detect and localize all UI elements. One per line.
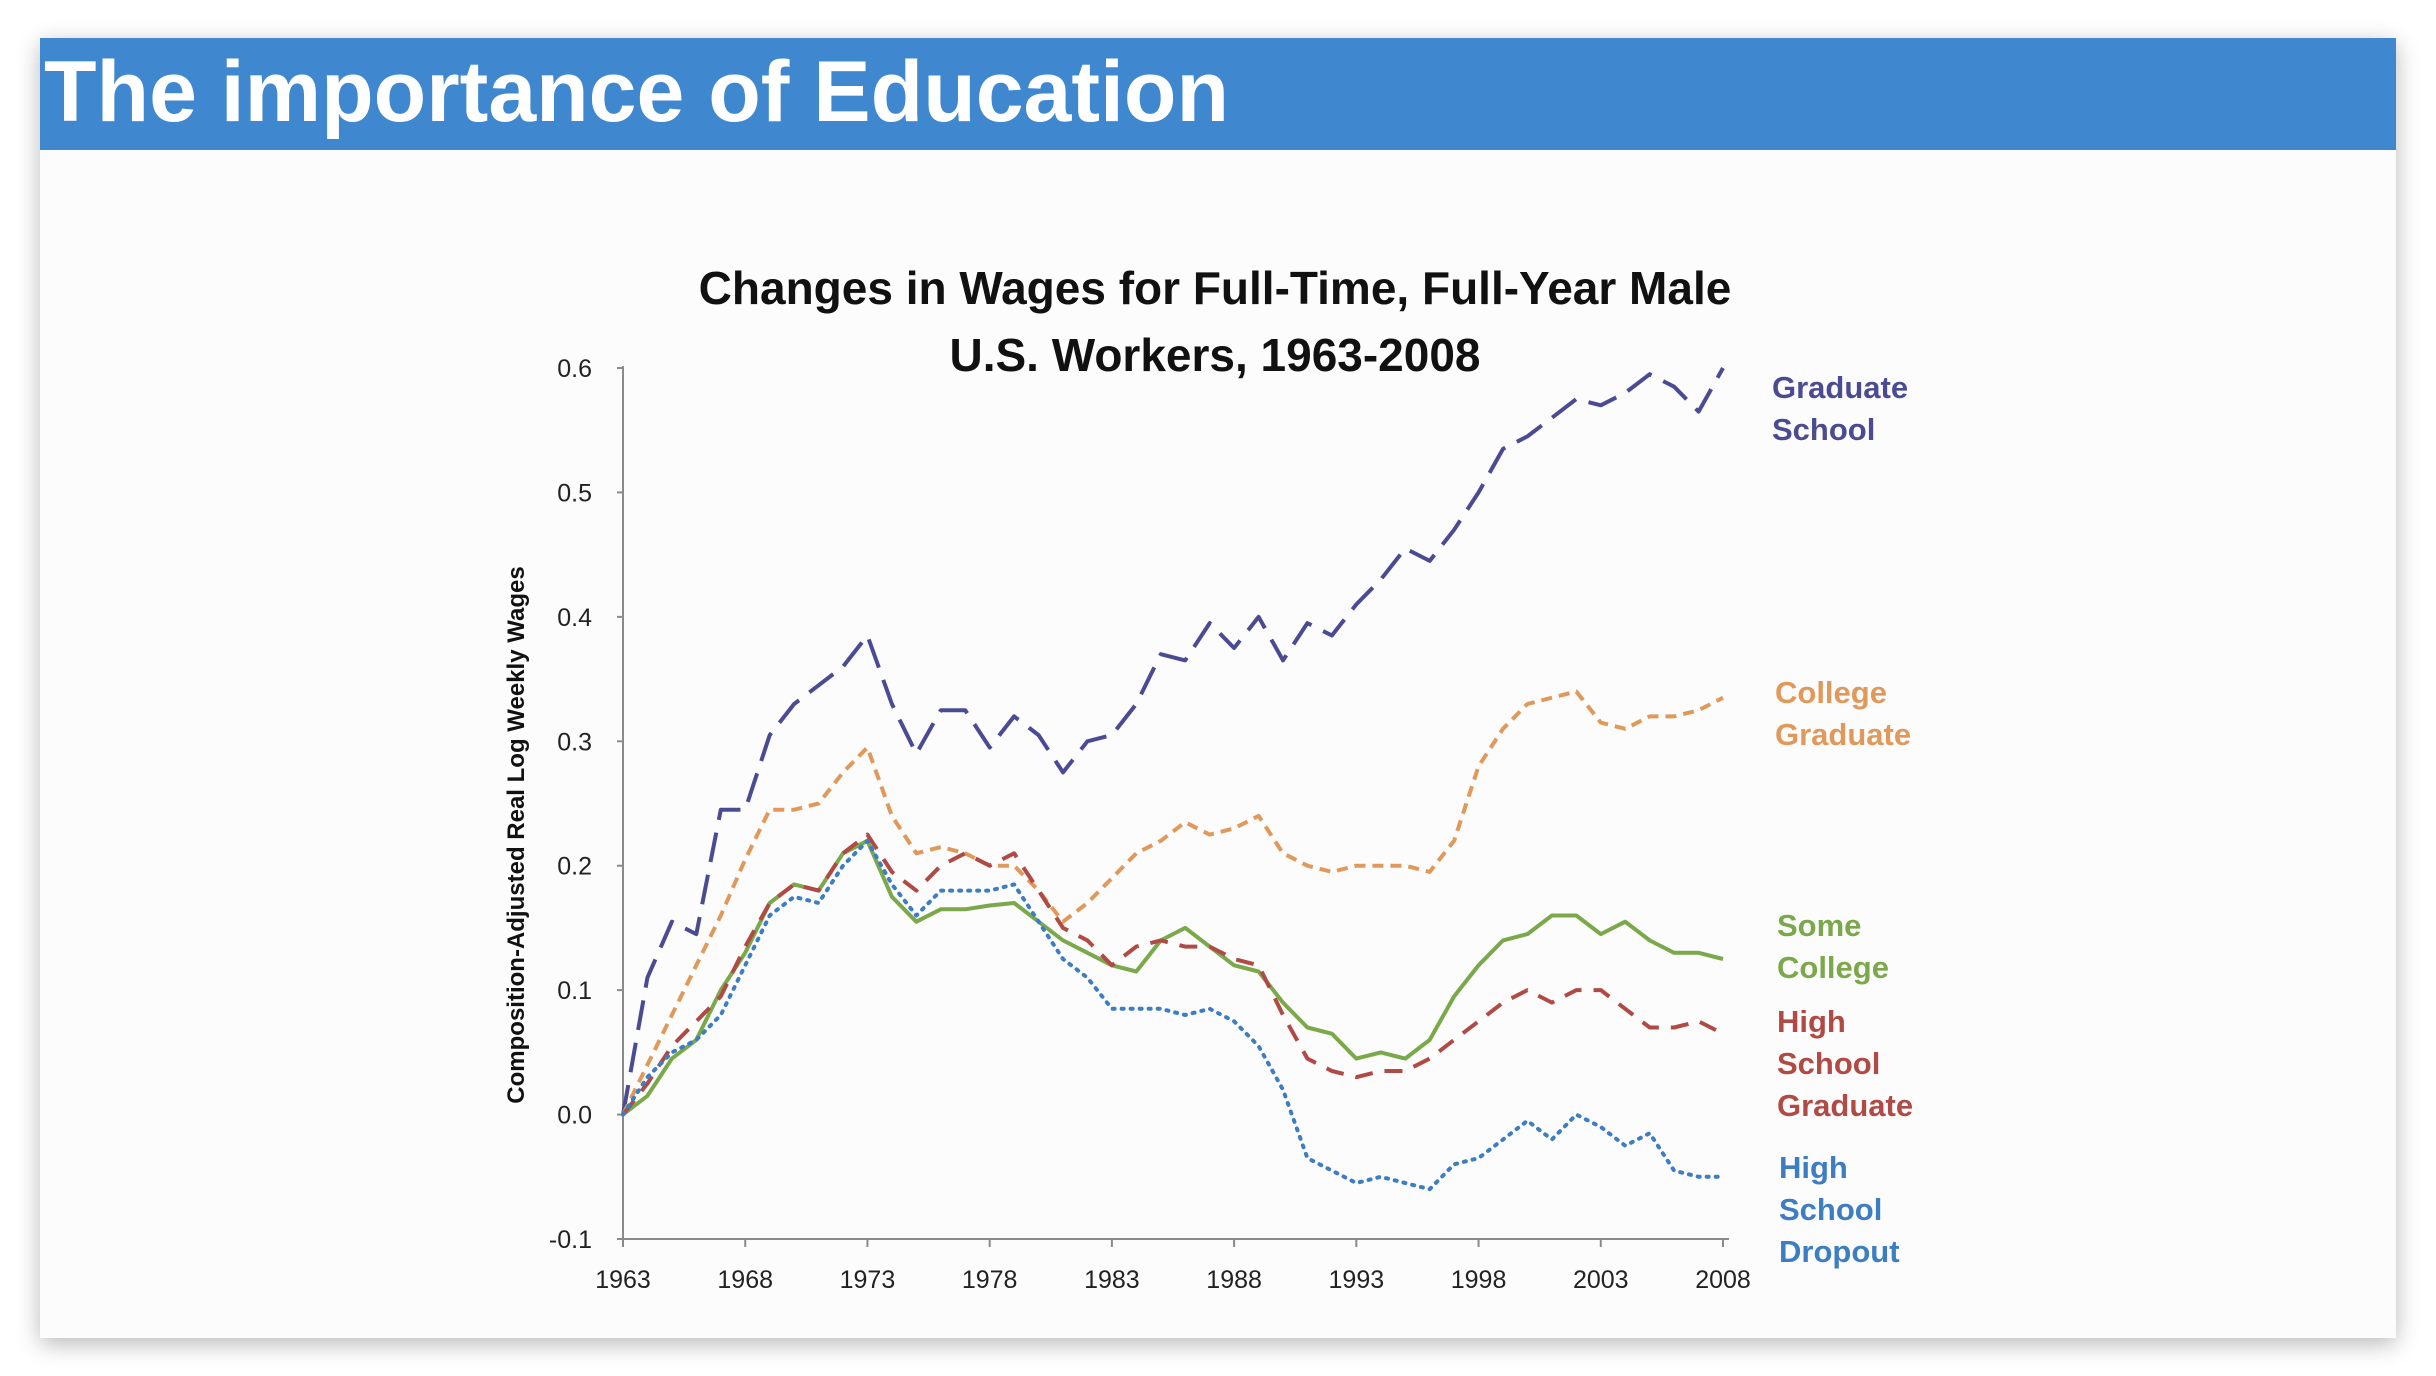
chart-title-line-1: Changes in Wages for Full-Time, Full-Yea… xyxy=(699,262,1732,314)
series-label-college-graduate: Graduate xyxy=(1775,717,1911,752)
series-label-graduate-school: Graduate xyxy=(1772,370,1908,405)
y-tick-label: 0.3 xyxy=(557,728,592,756)
series-line-some-college xyxy=(621,838,1724,1117)
x-tick-label: 1993 xyxy=(1329,1266,1385,1294)
series-line-high-school-graduate xyxy=(621,832,1724,1116)
wage-chart: Changes in Wages for Full-Time, Full-Yea… xyxy=(503,262,1913,1294)
y-tick-label: 0.6 xyxy=(557,355,592,383)
x-tick-label: 1983 xyxy=(1084,1266,1140,1294)
x-tick-label: 1973 xyxy=(840,1266,896,1294)
series-label-high-school-graduate: Graduate xyxy=(1777,1088,1913,1123)
axes: -0.1 0.0 0.1 0.2 0.3 0.4 0.5 0.6 1963 1968 1973 197… xyxy=(549,355,1751,1294)
y-tick-label: 0.2 xyxy=(557,853,592,881)
series-line-college-graduate xyxy=(621,689,1724,1116)
series-label-high-school-dropout: Dropout xyxy=(1779,1234,1900,1269)
series-line-graduate-school xyxy=(621,367,1725,1115)
y-tick-label: 0.1 xyxy=(557,977,592,1005)
y-tick-label: 0.4 xyxy=(557,604,592,632)
series-label-some-college: Some xyxy=(1777,908,1861,943)
x-tick-label: 1988 xyxy=(1206,1266,1262,1294)
x-tick-label: 1998 xyxy=(1451,1266,1507,1294)
series-labels: Graduate School College Graduate Some College… xyxy=(1772,370,1913,1269)
series-label-high-school-dropout: High xyxy=(1779,1150,1848,1185)
chart-title-line-2: U.S. Workers, 1963-2008 xyxy=(949,329,1480,381)
x-tick-label: 2003 xyxy=(1573,1266,1629,1294)
series-label-high-school-graduate: High xyxy=(1777,1004,1846,1039)
series-line-high-school-dropout xyxy=(621,838,1725,1192)
x-tick-label: 1963 xyxy=(595,1266,651,1294)
series-label-graduate-school: School xyxy=(1772,412,1875,447)
slide-title: The importance of Education xyxy=(44,44,1229,140)
y-tick-label: 0.5 xyxy=(557,479,592,507)
series-lines xyxy=(621,367,1725,1192)
x-tick-label: 1968 xyxy=(717,1266,773,1294)
y-tick-label: -0.1 xyxy=(549,1226,592,1254)
series-label-some-college: College xyxy=(1777,950,1889,985)
x-tick-label: 2008 xyxy=(1695,1266,1751,1294)
y-tick-label: 0.0 xyxy=(557,1102,592,1130)
series-label-high-school-dropout: School xyxy=(1779,1192,1882,1227)
series-label-high-school-graduate: School xyxy=(1777,1046,1880,1081)
y-axis-label: Composition-Adjusted Real Log Weekly Wag… xyxy=(503,566,530,1103)
chart-title: Changes in Wages for Full-Time, Full-Yea… xyxy=(699,262,1732,381)
title-banner: The importance of Education xyxy=(40,38,2396,150)
x-tick-label: 1978 xyxy=(962,1266,1018,1294)
slide: The importance of Education Changes in W… xyxy=(40,38,2396,1338)
series-label-college-graduate: College xyxy=(1775,675,1887,710)
